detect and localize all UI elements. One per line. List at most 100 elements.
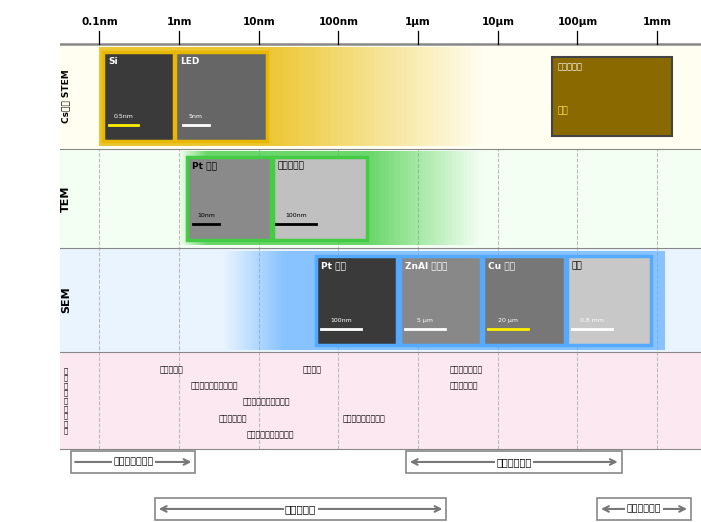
Bar <box>204 151 205 245</box>
Bar <box>467 151 471 245</box>
Bar <box>192 151 193 245</box>
Text: 100nm: 100nm <box>330 317 352 323</box>
Bar <box>315 47 320 146</box>
Bar <box>184 151 186 245</box>
Bar <box>60 149 701 248</box>
Bar <box>415 151 418 245</box>
Bar <box>241 251 243 350</box>
Bar <box>437 151 441 245</box>
Bar <box>194 151 195 245</box>
Text: Pt 触媒: Pt 触媒 <box>192 162 217 171</box>
Bar <box>393 151 396 245</box>
Bar <box>196 151 197 245</box>
Bar <box>444 151 449 245</box>
Text: 量子ドットフラーレン: 量子ドットフラーレン <box>243 398 290 407</box>
Bar <box>239 251 241 350</box>
Bar <box>261 251 263 350</box>
Bar <box>263 251 265 350</box>
Bar <box>412 47 417 146</box>
Bar <box>205 151 206 245</box>
Bar <box>283 251 665 350</box>
Text: ナノの構造: ナノの構造 <box>285 504 316 514</box>
Bar <box>186 151 187 245</box>
Bar <box>396 47 401 146</box>
Text: LED: LED <box>180 57 199 66</box>
Text: 鋼中析出物: 鋼中析出物 <box>278 162 305 171</box>
Bar <box>332 47 336 146</box>
Text: 0.5nm: 0.5nm <box>114 114 133 119</box>
Bar <box>283 47 288 146</box>
Bar <box>233 251 235 350</box>
Bar <box>418 151 423 245</box>
Bar <box>390 47 396 146</box>
FancyBboxPatch shape <box>406 451 622 473</box>
Bar <box>463 151 467 245</box>
Bar <box>247 251 249 350</box>
Bar <box>60 44 701 149</box>
Bar <box>364 47 369 146</box>
Bar <box>441 151 444 245</box>
Bar <box>223 251 225 350</box>
Bar <box>461 47 465 146</box>
Bar <box>423 151 426 245</box>
Bar <box>353 47 358 146</box>
Bar <box>455 47 461 146</box>
Bar <box>378 151 381 245</box>
Text: 1nm: 1nm <box>166 17 192 27</box>
Bar <box>484 256 565 345</box>
Bar <box>407 47 412 146</box>
Text: 100nm: 100nm <box>285 213 307 218</box>
Text: 5 μm: 5 μm <box>417 317 433 323</box>
Bar <box>452 151 456 245</box>
Bar <box>288 47 294 146</box>
FancyBboxPatch shape <box>72 451 196 473</box>
Text: サブナノの構造: サブナノの構造 <box>113 457 154 467</box>
Text: Cu 破面: Cu 破面 <box>489 261 515 270</box>
Bar <box>275 251 277 350</box>
Bar <box>245 251 247 350</box>
Text: 光学顕微鏡: 光学顕微鏡 <box>557 63 583 72</box>
Bar <box>271 251 273 350</box>
Bar <box>552 57 672 136</box>
Bar <box>430 151 433 245</box>
Text: 5nm: 5nm <box>189 114 203 119</box>
Bar <box>380 47 385 146</box>
Bar <box>207 151 370 245</box>
Text: 100nm: 100nm <box>318 17 358 27</box>
Bar <box>179 151 180 245</box>
Bar <box>369 47 374 146</box>
Bar <box>342 47 348 146</box>
Text: 顕
微
鏡
主
な
対
象
材
料: 顕 微 鏡 主 な 対 象 材 料 <box>64 367 68 434</box>
Bar <box>100 47 267 146</box>
Bar <box>370 151 374 245</box>
Bar <box>259 251 261 350</box>
Bar <box>104 52 174 141</box>
FancyBboxPatch shape <box>155 498 447 520</box>
Bar <box>60 449 701 522</box>
Bar <box>411 151 415 245</box>
Text: ねじ: ねじ <box>557 106 569 115</box>
Bar <box>400 151 404 245</box>
Bar <box>195 151 196 245</box>
Bar <box>278 47 283 146</box>
Bar <box>475 151 478 245</box>
Bar <box>449 47 455 146</box>
Bar <box>404 151 407 245</box>
Bar <box>206 151 207 245</box>
Bar <box>229 251 231 350</box>
Bar <box>477 47 482 146</box>
Bar <box>407 151 411 245</box>
Text: ZnAl めっき: ZnAl めっき <box>404 261 447 270</box>
Bar <box>336 47 342 146</box>
Text: 燃料電池触媒: 燃料電池触媒 <box>219 414 247 423</box>
Bar <box>197 151 198 245</box>
Text: TEM: TEM <box>61 185 71 211</box>
Bar <box>267 251 268 350</box>
Bar <box>237 251 239 350</box>
Bar <box>60 352 701 449</box>
Bar <box>304 47 310 146</box>
Bar <box>191 151 192 245</box>
Bar <box>254 251 257 350</box>
Bar <box>310 47 315 146</box>
Bar <box>299 47 304 146</box>
